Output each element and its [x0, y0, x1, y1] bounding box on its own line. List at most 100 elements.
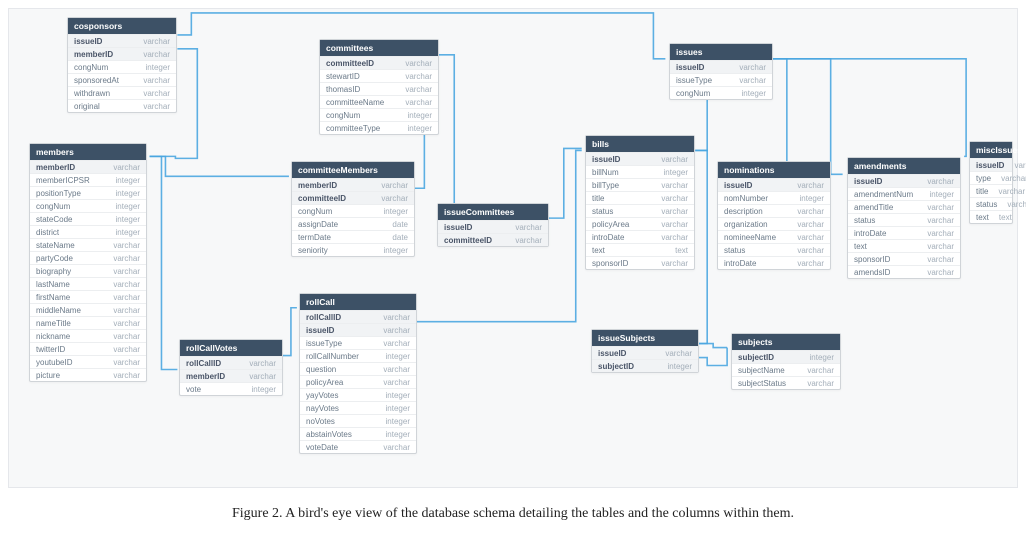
table-row: voteDatevarchar	[300, 440, 416, 453]
column-type: varchar	[395, 72, 432, 81]
column-type: varchar	[103, 371, 140, 380]
table-row: biographyvarchar	[30, 264, 146, 277]
column-type: varchar	[395, 98, 432, 107]
column-name: policyArea	[592, 220, 629, 229]
column-name: rollCallID	[306, 313, 341, 322]
table-row: amendsIDvarchar	[848, 265, 960, 278]
column-type: integer	[376, 417, 410, 426]
column-type: varchar	[997, 200, 1026, 209]
column-name: yayVotes	[306, 391, 338, 400]
column-name: district	[36, 228, 59, 237]
table-row: congNuminteger	[670, 86, 772, 99]
column-type: integer	[106, 176, 140, 185]
column-name: assignDate	[298, 220, 338, 229]
column-name: rollCallID	[186, 359, 221, 368]
column-name: memberID	[186, 372, 225, 381]
column-type: varchar	[729, 76, 766, 85]
column-type: varchar	[373, 365, 410, 374]
table-row: lastNamevarchar	[30, 277, 146, 290]
column-type: varchar	[917, 177, 954, 186]
relationship-edge	[548, 148, 582, 218]
column-type: varchar	[729, 63, 766, 72]
table-row: committeeNamevarchar	[320, 95, 438, 108]
table-row: policyAreavarchar	[586, 217, 694, 230]
table-row: typevarchar	[970, 171, 1012, 184]
column-name: type	[976, 174, 991, 183]
table-row: committeeID varchar	[438, 233, 548, 246]
column-type: varchar	[103, 358, 140, 367]
column-type: varchar	[505, 236, 542, 245]
column-name: committeeID	[326, 59, 374, 68]
column-name: vote	[186, 385, 201, 394]
column-name: stateName	[36, 241, 75, 250]
table-row: memberIDvarchar	[30, 160, 146, 173]
table-issueSubjects: issueSubjectsissueIDvarcharsubjectIDinte…	[591, 329, 699, 373]
column-name: billType	[592, 181, 619, 190]
table-row: amendmentNuminteger	[848, 187, 960, 200]
column-type: varchar	[991, 174, 1026, 183]
column-name: text	[854, 242, 867, 251]
table-row: memberIDvarchar	[68, 47, 176, 60]
table-header-rollCallVotes: rollCallVotes	[180, 340, 282, 356]
table-row: issueIDvarchar	[718, 178, 830, 191]
column-name: nickname	[36, 332, 70, 341]
column-type: varchar	[505, 223, 542, 232]
column-name: committeeID	[444, 236, 492, 245]
table-header-cosponsors: cosponsors	[68, 18, 176, 34]
table-row: nameTitlevarchar	[30, 316, 146, 329]
column-name: sponsorID	[854, 255, 890, 264]
table-row: stewartIDvarchar	[320, 69, 438, 82]
column-type: varchar	[797, 379, 834, 388]
column-type: varchar	[988, 187, 1025, 196]
table-row: statusvarchar	[586, 204, 694, 217]
relationship-edge	[695, 150, 707, 343]
column-type: integer	[376, 404, 410, 413]
table-row: statusvarchar	[718, 243, 830, 256]
column-type: integer	[374, 207, 408, 216]
table-row: originalvarchar	[68, 99, 176, 112]
column-type: varchar	[373, 326, 410, 335]
column-name: status	[976, 200, 997, 209]
table-row: thomasIDvarchar	[320, 82, 438, 95]
column-name: middleName	[36, 306, 81, 315]
table-row: billTypevarchar	[586, 178, 694, 191]
table-rollCall: rollCallrollCallIDvarcharissueIDvarchari…	[299, 293, 417, 454]
table-row: congNuminteger	[68, 60, 176, 73]
column-type: integer	[398, 111, 432, 120]
column-type: varchar	[373, 339, 410, 348]
table-row: titlevarchar	[970, 184, 1012, 197]
column-name: congNum	[326, 111, 360, 120]
column-type: varchar	[651, 259, 688, 268]
table-row: partyCodevarchar	[30, 251, 146, 264]
column-type: integer	[790, 194, 824, 203]
column-name: introDate	[854, 229, 886, 238]
table-row: subjectIDinteger	[592, 359, 698, 372]
column-type: integer	[920, 190, 954, 199]
table-row: issueTypevarchar	[300, 336, 416, 349]
table-header-committees: committees	[320, 40, 438, 56]
table-row: stateCodeinteger	[30, 212, 146, 225]
column-name: nomNumber	[724, 194, 768, 203]
table-row: issueIDvarchar	[970, 158, 1012, 171]
column-type: varchar	[395, 85, 432, 94]
column-name: congNum	[74, 63, 108, 72]
table-row: policyAreavarchar	[300, 375, 416, 388]
table-row: issueIDvarchar	[670, 60, 772, 73]
table-row: abstainVotesinteger	[300, 427, 416, 440]
table-row: statusvarchar	[848, 213, 960, 226]
column-name: status	[854, 216, 875, 225]
column-type: integer	[398, 124, 432, 133]
relationship-edge	[150, 156, 178, 369]
column-name: memberID	[74, 50, 113, 59]
table-row: subjectNamevarchar	[732, 363, 840, 376]
column-name: original	[74, 102, 100, 111]
column-type: varchar	[797, 366, 834, 375]
column-type: varchar	[787, 181, 824, 190]
column-name: partyCode	[36, 254, 73, 263]
relationship-edge	[150, 156, 289, 176]
column-name: issueID	[854, 177, 882, 186]
table-row: issueIDvarchar	[592, 346, 698, 359]
column-type: varchar	[787, 207, 824, 216]
column-type: varchar	[787, 233, 824, 242]
table-issueCommittees: issueCommitteesissueIDvarcharcommitteeID…	[437, 203, 549, 247]
